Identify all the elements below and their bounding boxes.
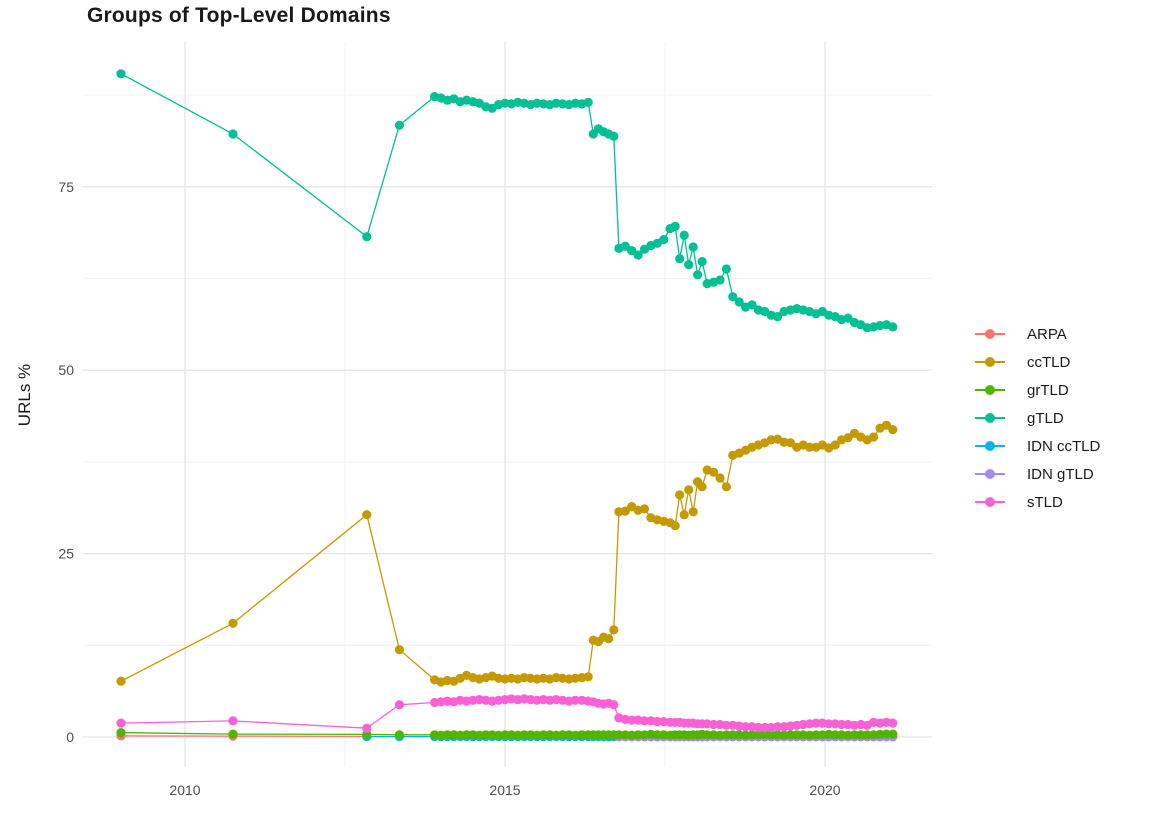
legend-item-arpa: ARPA — [975, 320, 1100, 348]
data-point — [888, 730, 897, 739]
y-tick-label: 0 — [66, 729, 74, 745]
series-gtld — [116, 69, 897, 332]
legend-dot-swatch — [985, 357, 995, 367]
legend-item-cctld: ccTLD — [975, 348, 1100, 376]
legend-key-icon — [975, 496, 1005, 508]
legend-key-icon — [975, 440, 1005, 452]
legend-item-label: IDN gTLD — [1027, 466, 1094, 483]
legend-item-label: ARPA — [1027, 326, 1067, 343]
series-line — [121, 736, 367, 737]
series-line — [121, 74, 893, 328]
legend-item-grtld: grTLD — [975, 376, 1100, 404]
legend-item-label: sTLD — [1027, 494, 1063, 511]
data-point — [869, 432, 878, 441]
data-point — [693, 270, 702, 279]
data-point — [671, 521, 680, 530]
legend-key-icon — [975, 412, 1005, 424]
y-tick-label: 50 — [58, 362, 74, 378]
legend-key-icon — [975, 328, 1005, 340]
data-point — [675, 490, 684, 499]
legend-item-idn-cctld: IDN ccTLD — [975, 432, 1100, 460]
legend-item-label: IDN ccTLD — [1027, 438, 1100, 455]
data-point — [362, 510, 371, 519]
data-point — [395, 645, 404, 654]
legend-key-icon — [975, 356, 1005, 368]
x-tick-label: 2010 — [169, 782, 200, 798]
legend-item-gtld: gTLD — [975, 404, 1100, 432]
data-point — [715, 275, 724, 284]
legend-item-idn-gtld: IDN gTLD — [975, 460, 1100, 488]
data-point — [604, 634, 613, 643]
data-point — [680, 231, 689, 240]
data-point — [888, 719, 897, 728]
data-point — [228, 730, 237, 739]
data-point — [689, 242, 698, 251]
x-tick-label: 2020 — [809, 782, 840, 798]
data-point — [671, 222, 680, 231]
data-point — [715, 473, 724, 482]
data-point — [116, 728, 125, 737]
data-point — [116, 677, 125, 686]
legend-item-label: gTLD — [1027, 410, 1064, 427]
data-point — [888, 425, 897, 434]
x-tick-label: 2015 — [489, 782, 520, 798]
data-point — [675, 254, 684, 263]
legend-key-icon — [975, 468, 1005, 480]
data-point — [888, 322, 897, 331]
data-point — [116, 69, 125, 78]
data-point — [680, 510, 689, 519]
data-point — [689, 507, 698, 516]
data-point — [228, 619, 237, 628]
data-point — [659, 235, 668, 244]
data-point — [584, 672, 593, 681]
legend-key-icon — [975, 384, 1005, 396]
data-point — [584, 98, 593, 107]
legend-dot-swatch — [985, 385, 995, 395]
data-point — [684, 260, 693, 269]
legend-item-label: grTLD — [1027, 382, 1069, 399]
data-point — [609, 700, 618, 709]
chart-title: Groups of Top-Level Domains — [87, 4, 391, 28]
y-tick-label: 25 — [58, 546, 74, 562]
legend: ARPA ccTLD grTLD gTLD IDN ccTLD IDN gTLD sTLD — [975, 320, 1100, 516]
legend-dot-swatch — [985, 469, 995, 479]
legend-dot-swatch — [985, 413, 995, 423]
data-point — [698, 482, 707, 491]
data-point — [609, 132, 618, 141]
data-point — [609, 625, 618, 634]
data-point — [684, 485, 693, 494]
data-point — [362, 232, 371, 241]
data-point — [640, 504, 649, 513]
y-tick-label: 75 — [58, 179, 74, 195]
data-point — [116, 719, 125, 728]
gridlines — [83, 42, 932, 767]
legend-dot-swatch — [985, 497, 995, 507]
data-point — [362, 724, 371, 733]
legend-item-stld: sTLD — [975, 488, 1100, 516]
data-point — [722, 482, 731, 491]
series-stld — [116, 694, 897, 733]
data-point — [228, 129, 237, 138]
legend-dot-swatch — [985, 329, 995, 339]
data-point — [228, 716, 237, 725]
legend-item-label: ccTLD — [1027, 354, 1070, 371]
data-point — [395, 730, 404, 739]
data-point — [395, 121, 404, 130]
data-point — [395, 700, 404, 709]
data-point — [722, 264, 731, 273]
y-axis-title: URLs % — [15, 295, 35, 495]
data-point — [698, 257, 707, 266]
legend-dot-swatch — [985, 441, 995, 451]
